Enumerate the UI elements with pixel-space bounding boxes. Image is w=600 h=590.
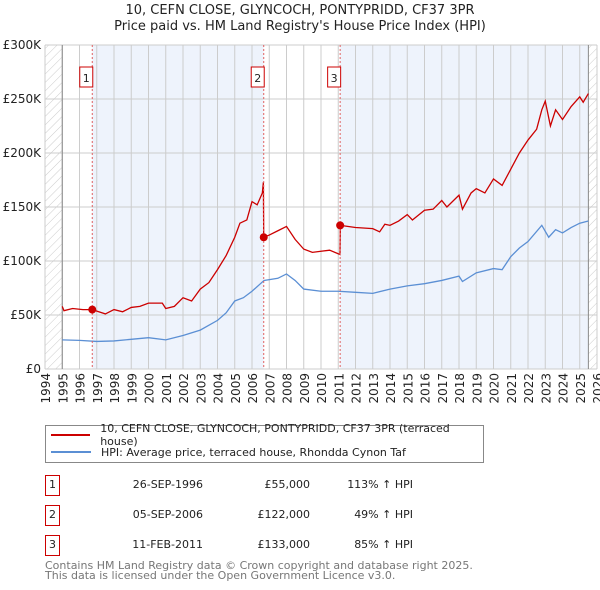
x-tick-label: 2018 xyxy=(453,373,467,404)
series-line xyxy=(61,93,589,315)
x-tick-label: 1995 xyxy=(56,373,70,404)
x-tick-label: 1996 xyxy=(74,373,88,404)
x-tick-label: 2004 xyxy=(212,373,226,404)
legend-item-property: 10, CEFN CLOSE, GLYNCOCH, PONTYPRIDD, CF… xyxy=(51,422,483,448)
x-tick-label: 2009 xyxy=(298,373,312,404)
x-tick-label: 2008 xyxy=(281,373,295,404)
sale-number: 2 xyxy=(45,505,60,526)
x-tick-label: 2003 xyxy=(194,373,208,404)
sale-price: £133,000 xyxy=(257,538,311,551)
x-tick-label: 2010 xyxy=(315,373,329,404)
sale-label-box xyxy=(250,66,265,88)
legend-item-hpi: HPI: Average price, terraced house, Rhon… xyxy=(51,444,406,460)
sale-point xyxy=(88,305,97,314)
x-tick-label: 2001 xyxy=(160,373,174,404)
sale-hpi: 113% ↑ HPI xyxy=(347,478,413,491)
x-tick-label: 2000 xyxy=(143,373,157,404)
x-tick-label: 2012 xyxy=(350,373,364,404)
y-tick-label: £200K xyxy=(3,146,43,160)
chart-title: 10, CEFN CLOSE, GLYNCOCH, PONTYPRIDD, CF… xyxy=(125,3,475,18)
x-tick-label: 1999 xyxy=(125,373,139,404)
legend-label: 10, CEFN CLOSE, GLYNCOCH, PONTYPRIDD, CF… xyxy=(100,422,450,448)
x-tick-label: 2011 xyxy=(332,373,346,404)
sale-hpi: 85% ↑ HPI xyxy=(354,538,413,551)
y-tick-label: £150K xyxy=(3,200,43,214)
y-tick-label: £100K xyxy=(3,254,43,268)
x-tick-label: 2021 xyxy=(505,373,519,404)
sale-label: 3 xyxy=(331,72,338,85)
x-tick-label: 2016 xyxy=(419,373,433,404)
sale-date: 11-FEB-2011 xyxy=(132,538,203,551)
legend-label: HPI: Average price, terraced house, Rhon… xyxy=(101,445,406,459)
sale-hpi: 49% ↑ HPI xyxy=(354,508,413,521)
x-tick-label: 2006 xyxy=(246,373,260,404)
sale-row: 1 26-SEP-1996 £55,000 113% ↑ HPI xyxy=(45,475,413,496)
sale-price: £122,000 xyxy=(257,508,311,521)
x-tick-label: 2022 xyxy=(522,373,536,404)
x-tick-label: 2007 xyxy=(263,373,277,404)
x-tick-label: 2014 xyxy=(384,373,398,404)
sale-date: 05-SEP-2006 xyxy=(132,508,203,521)
sale-row: 3 11-FEB-2011 £133,000 85% ↑ HPI xyxy=(45,535,413,556)
x-tick-label: 2002 xyxy=(177,373,191,404)
sale-point xyxy=(259,233,268,242)
x-tick-label: 2015 xyxy=(401,373,415,404)
sale-label: 1 xyxy=(83,72,90,85)
legend-swatch-hpi xyxy=(51,451,91,453)
x-tick-label: 1997 xyxy=(91,373,105,404)
x-tick-label: 2025 xyxy=(574,373,588,404)
x-tick-label: 2017 xyxy=(436,373,450,404)
sale-date: 26-SEP-1996 xyxy=(132,478,203,491)
y-tick-label: £300K xyxy=(3,38,43,52)
sale-label-box xyxy=(327,66,342,88)
y-tick-label: £0 xyxy=(26,362,41,376)
footer-line: Contains HM Land Registry data © Crown c… xyxy=(45,559,473,572)
y-tick-label: £250K xyxy=(3,92,43,106)
sale-label: 2 xyxy=(254,72,261,85)
legend-swatch-property xyxy=(51,434,91,436)
sale-price: £55,000 xyxy=(264,478,311,491)
x-tick-label: 1998 xyxy=(108,373,122,404)
x-tick-label: 1994 xyxy=(39,373,53,404)
x-tick-label: 2024 xyxy=(557,373,571,404)
chart-subtitle: Price paid vs. HM Land Registry's House … xyxy=(114,19,486,34)
footer-line: This data is licensed under the Open Gov… xyxy=(45,569,396,582)
y-tick-label: £50K xyxy=(10,308,42,322)
sale-number: 3 xyxy=(45,535,60,556)
x-tick-label: 2020 xyxy=(488,373,502,404)
legend: 10, CEFN CLOSE, GLYNCOCH, PONTYPRIDD, CF… xyxy=(45,422,484,463)
series-line xyxy=(62,220,589,343)
sale-row: 2 05-SEP-2006 £122,000 49% ↑ HPI xyxy=(45,505,413,526)
x-tick-label: 2019 xyxy=(470,373,484,404)
sale-label-box xyxy=(79,66,94,88)
sale-point xyxy=(336,221,345,230)
x-tick-label: 2013 xyxy=(367,373,381,404)
footer: Contains HM Land Registry data © Crown c… xyxy=(45,559,473,582)
x-tick-label: 2005 xyxy=(229,373,243,404)
sale-number: 1 xyxy=(45,475,60,496)
x-tick-label: 2023 xyxy=(539,373,553,404)
x-tick-label: 2026 xyxy=(591,373,600,404)
